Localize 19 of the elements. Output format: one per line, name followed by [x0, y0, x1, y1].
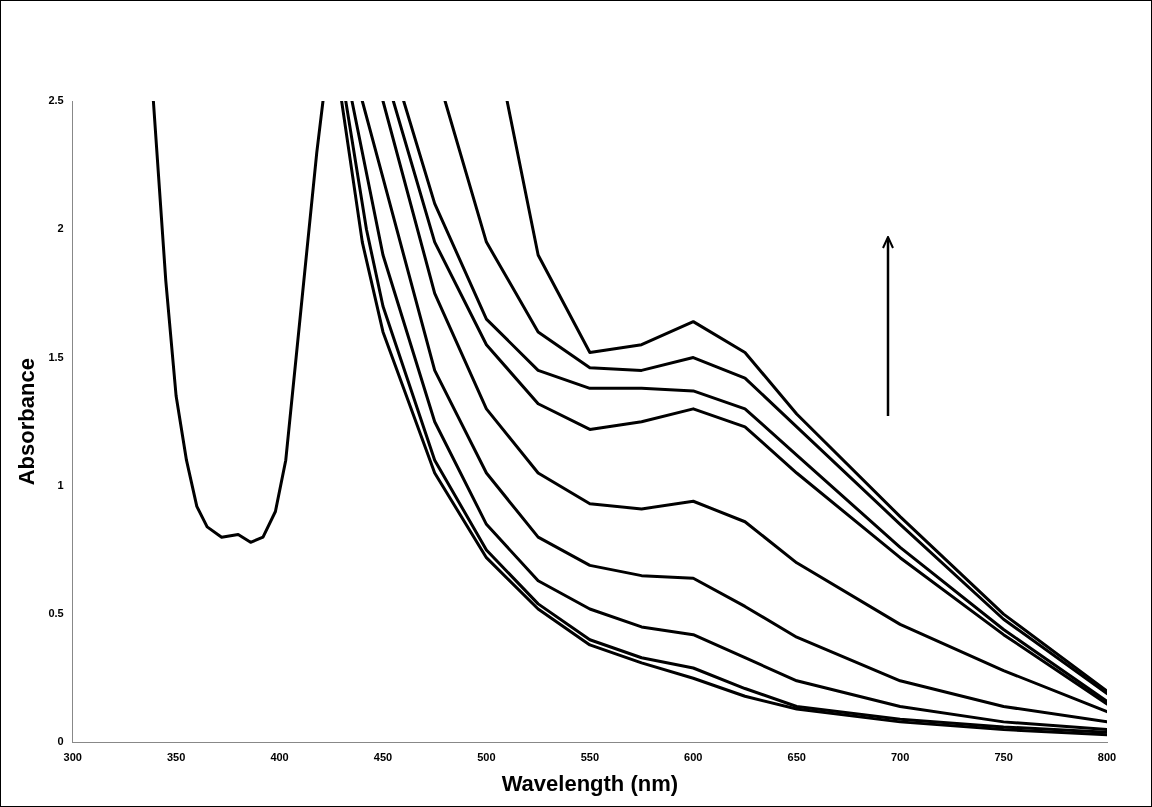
y-axis-title: Absorbance: [14, 358, 40, 486]
x-tick-label: 550: [580, 751, 600, 764]
x-tick-label: 750: [994, 751, 1013, 764]
y-tick-label: 1: [57, 478, 64, 491]
x-tick-label: 800: [1097, 751, 1117, 764]
y-tick-label: 2: [57, 222, 64, 235]
x-tick-label: 700: [890, 751, 910, 764]
x-tick-label: 350: [166, 751, 186, 764]
y-tick-label: 0: [57, 735, 64, 748]
x-tick-label: 450: [373, 751, 393, 764]
y-tick-label: 2.5: [48, 94, 64, 107]
x-tick-label: 600: [684, 751, 703, 764]
y-tick-label: 1.5: [48, 350, 64, 363]
x-tick-label: 300: [63, 751, 82, 764]
y-tick-label: 0.5: [48, 607, 64, 620]
x-tick-label: 500: [477, 751, 496, 764]
x-axis-title: Wavelength (nm): [501, 770, 679, 796]
x-tick-label: 650: [787, 751, 806, 764]
x-tick-label: 400: [270, 751, 289, 764]
